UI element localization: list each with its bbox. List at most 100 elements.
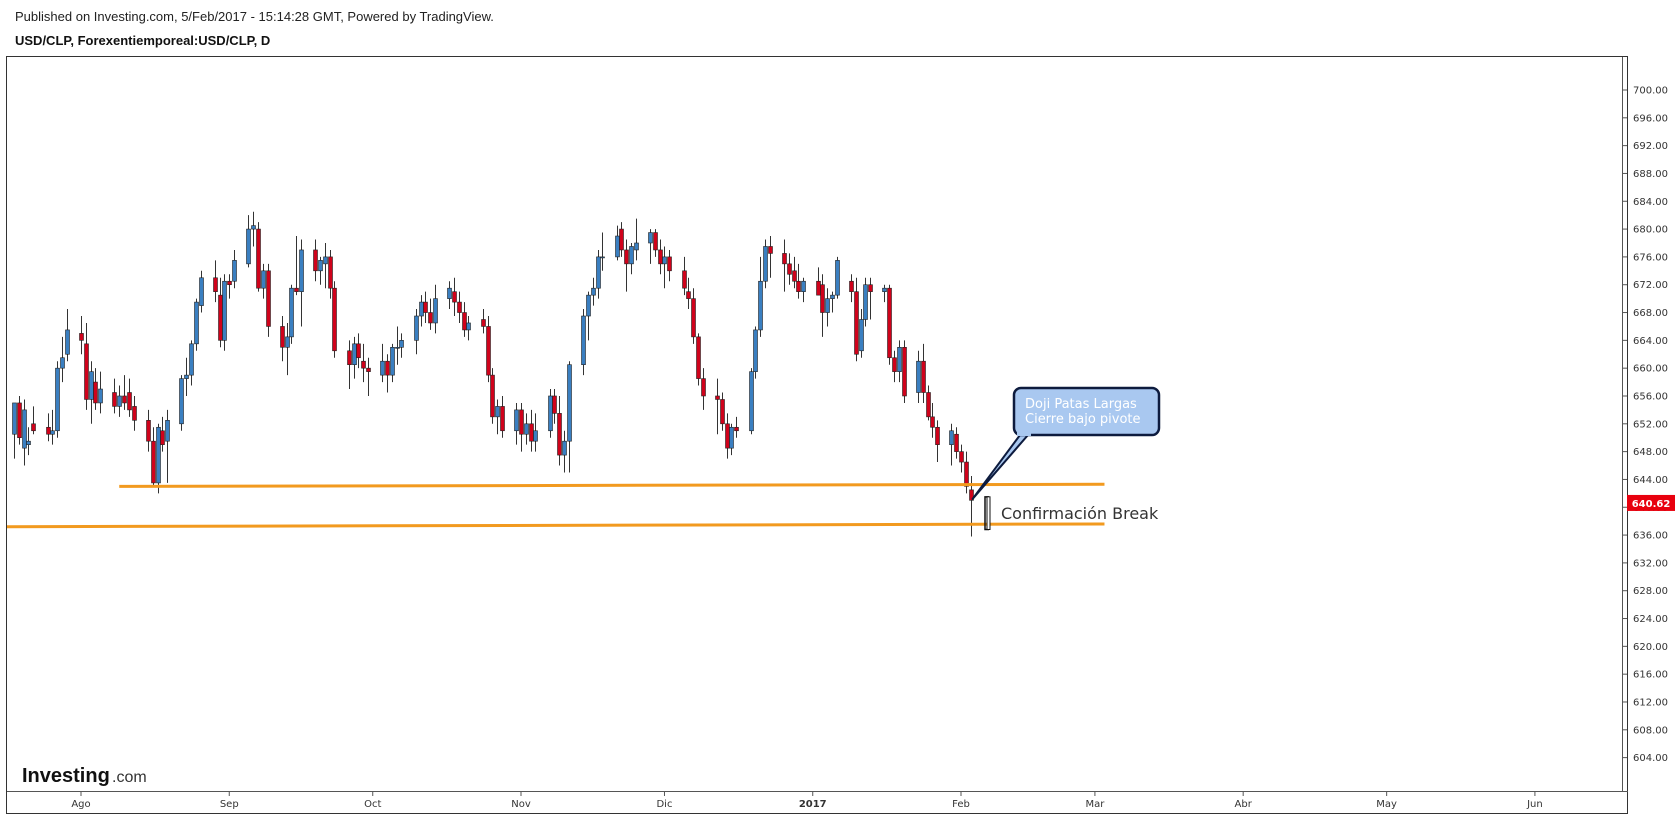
candle-body-down <box>486 326 491 376</box>
candle <box>462 302 467 337</box>
candle <box>151 427 156 487</box>
candle <box>26 427 31 456</box>
candle <box>481 309 486 334</box>
price-tick-label: 632.00 <box>1633 558 1668 569</box>
confirmation-box <box>986 496 991 531</box>
candle-body-down <box>356 343 361 359</box>
time-tick-label: Ago <box>71 799 90 810</box>
candle <box>634 218 639 261</box>
candle <box>356 333 361 369</box>
callout-pointer <box>971 434 1029 500</box>
candle <box>50 409 55 445</box>
candle-body-down <box>930 416 935 428</box>
candle <box>863 277 868 327</box>
candle-body-up <box>26 440 31 445</box>
candle-body-up <box>395 347 400 349</box>
candle-body-down <box>112 392 117 407</box>
candle <box>629 242 634 275</box>
candle-body-down <box>720 399 725 425</box>
candle <box>624 239 629 292</box>
candle-body-down <box>256 228 261 289</box>
candle <box>79 316 84 355</box>
candle-body-up <box>98 388 103 404</box>
candle <box>701 368 706 410</box>
candle-body-up <box>194 301 199 345</box>
candle-body-down <box>552 395 557 414</box>
callout-line1: Doji Patas Largas <box>1025 397 1137 412</box>
candle-body-down <box>787 263 792 275</box>
candle <box>414 309 419 355</box>
candle-body-down <box>17 402 22 439</box>
candle-body-up <box>12 402 17 435</box>
candle-body-up <box>179 378 184 425</box>
candle-body-down <box>423 301 428 313</box>
candle-body-up <box>495 406 500 418</box>
candle <box>696 333 701 386</box>
candle-body-down <box>79 333 84 341</box>
candle-body-up <box>117 395 122 407</box>
candle-body-up <box>514 409 519 432</box>
time-axis: Ago Sep Oct Nov Dic 2017 Feb Mar Abr May Jun <box>71 791 1543 810</box>
candle-body-down <box>796 280 801 292</box>
time-tick-label: Sep <box>220 799 239 810</box>
candle-body-up <box>189 343 194 376</box>
candle <box>22 399 27 466</box>
confirmation-label: Confirmación Break <box>1001 504 1159 523</box>
candle-body-down <box>490 374 495 418</box>
candle <box>615 225 620 261</box>
candle <box>533 413 538 452</box>
candle-body-up <box>548 395 553 432</box>
candle <box>524 413 529 445</box>
candle <box>452 277 457 317</box>
candle-body-down <box>935 426 940 445</box>
candle <box>830 291 835 313</box>
candle <box>768 236 773 278</box>
candle <box>46 413 51 442</box>
candle-body-down <box>816 280 821 296</box>
price-tick-label: 672.00 <box>1633 280 1668 291</box>
candle <box>959 444 964 473</box>
candle <box>246 215 251 268</box>
support-line-upper <box>119 482 1105 488</box>
candle <box>423 291 428 323</box>
support-line-lower <box>6 522 1105 529</box>
candle <box>89 361 94 424</box>
last-price-label: 640.62 <box>1632 499 1671 510</box>
candle <box>849 274 854 303</box>
candle <box>213 260 218 303</box>
candle <box>313 239 318 282</box>
price-tick-label: 664.00 <box>1633 336 1668 347</box>
candle-body-down <box>892 357 897 372</box>
candle <box>682 256 687 296</box>
candle-body-up <box>949 430 954 445</box>
candle-body-up <box>246 228 251 265</box>
candle <box>835 256 840 299</box>
candle <box>548 389 553 438</box>
candle-body-up <box>323 256 328 265</box>
candle <box>395 326 400 365</box>
candle-body-up <box>352 343 357 365</box>
candle-body-down <box>31 423 36 432</box>
candle-body-up <box>419 301 424 317</box>
candle <box>93 368 98 410</box>
candle-body-down <box>624 249 629 265</box>
candle <box>725 413 730 459</box>
candle <box>352 336 357 379</box>
candle <box>782 239 787 292</box>
candle <box>261 263 266 299</box>
candle <box>529 409 534 452</box>
investing-logo: Investing .com <box>22 765 147 787</box>
candle <box>686 277 691 310</box>
candle-body-up <box>156 426 161 484</box>
price-tick-label: 676.00 <box>1633 252 1668 263</box>
candle-body-up <box>629 246 634 265</box>
candle <box>519 402 524 452</box>
candle <box>466 316 471 341</box>
candle-body-up <box>22 409 27 449</box>
candle-body-up <box>232 260 237 282</box>
candle <box>495 399 500 435</box>
candle-body-up <box>318 260 323 272</box>
candle <box>60 336 65 383</box>
candle-body-down <box>127 392 132 411</box>
